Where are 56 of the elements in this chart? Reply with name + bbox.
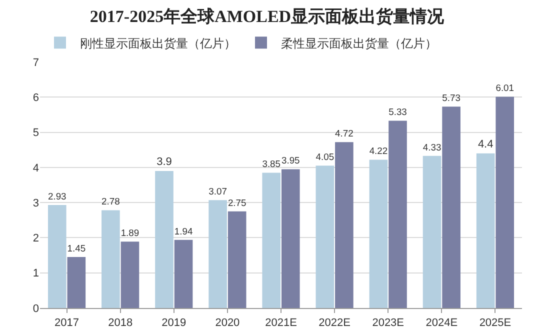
y-tick-label: 0: [32, 302, 39, 315]
data-label: 2.93: [48, 190, 66, 202]
bar: [102, 210, 120, 308]
x-tick-label: 2020: [215, 317, 240, 330]
data-label: 6.01: [496, 82, 514, 94]
bar: [208, 200, 227, 308]
data-label: 2.75: [228, 196, 246, 208]
bar: [228, 211, 246, 308]
x-tick-label: 2023E: [372, 317, 404, 330]
data-label: 3.85: [262, 158, 280, 170]
data-label: 5.73: [442, 92, 460, 104]
data-label: 4.72: [335, 128, 354, 139]
bar: [442, 106, 460, 308]
x-tick-label: 2024E: [426, 317, 458, 330]
legend-label: 柔性显示面板出货量（亿片）: [281, 36, 437, 50]
bar: [262, 172, 281, 308]
y-tick-label: 6: [32, 92, 39, 104]
data-label: 4.05: [316, 151, 334, 162]
bar: [155, 170, 174, 308]
bar: [120, 242, 140, 308]
bar: [281, 169, 300, 308]
bar: [476, 153, 495, 308]
bar: [174, 240, 193, 308]
bar: [316, 166, 334, 308]
data-label: 3.95: [282, 154, 300, 166]
x-tick-label: 2019: [162, 317, 186, 330]
bar: [369, 160, 388, 308]
data-label: 1.89: [120, 227, 140, 238]
data-label: 3.9: [156, 156, 172, 168]
y-tick-label: 4: [32, 162, 39, 174]
y-tick-label: 3: [32, 197, 39, 210]
y-tick-label: 5: [32, 127, 39, 140]
bar: [48, 205, 66, 308]
data-label: 5.33: [388, 106, 407, 118]
y-tick-label: 2: [32, 232, 39, 245]
y-tick-label: 1: [32, 268, 39, 280]
data-label: 1.94: [174, 225, 193, 236]
chart-title: 2017-2025年全球AMOLED显示面板出货量情况: [90, 6, 446, 26]
x-tick-label: 2018: [108, 317, 133, 330]
bar: [335, 142, 354, 308]
x-tick-label: 2017: [54, 317, 80, 330]
legend-label: 刚性显示面板出货量（亿片）: [80, 36, 236, 50]
data-label: 4.33: [422, 141, 442, 152]
data-label: 4.22: [369, 145, 388, 156]
bar: [388, 120, 407, 308]
data-label: 2.78: [102, 196, 120, 207]
bar: [67, 257, 86, 308]
data-label: 1.45: [67, 242, 86, 254]
data-label: 3.07: [208, 186, 227, 197]
y-tick-label: 7: [32, 56, 39, 69]
x-tick-label: 2021E: [265, 317, 297, 330]
bar: [496, 96, 514, 308]
x-tick-label: 2025E: [479, 317, 512, 330]
bar: [422, 156, 442, 308]
data-label: 4.4: [478, 138, 494, 150]
x-tick-label: 2022E: [318, 317, 350, 330]
